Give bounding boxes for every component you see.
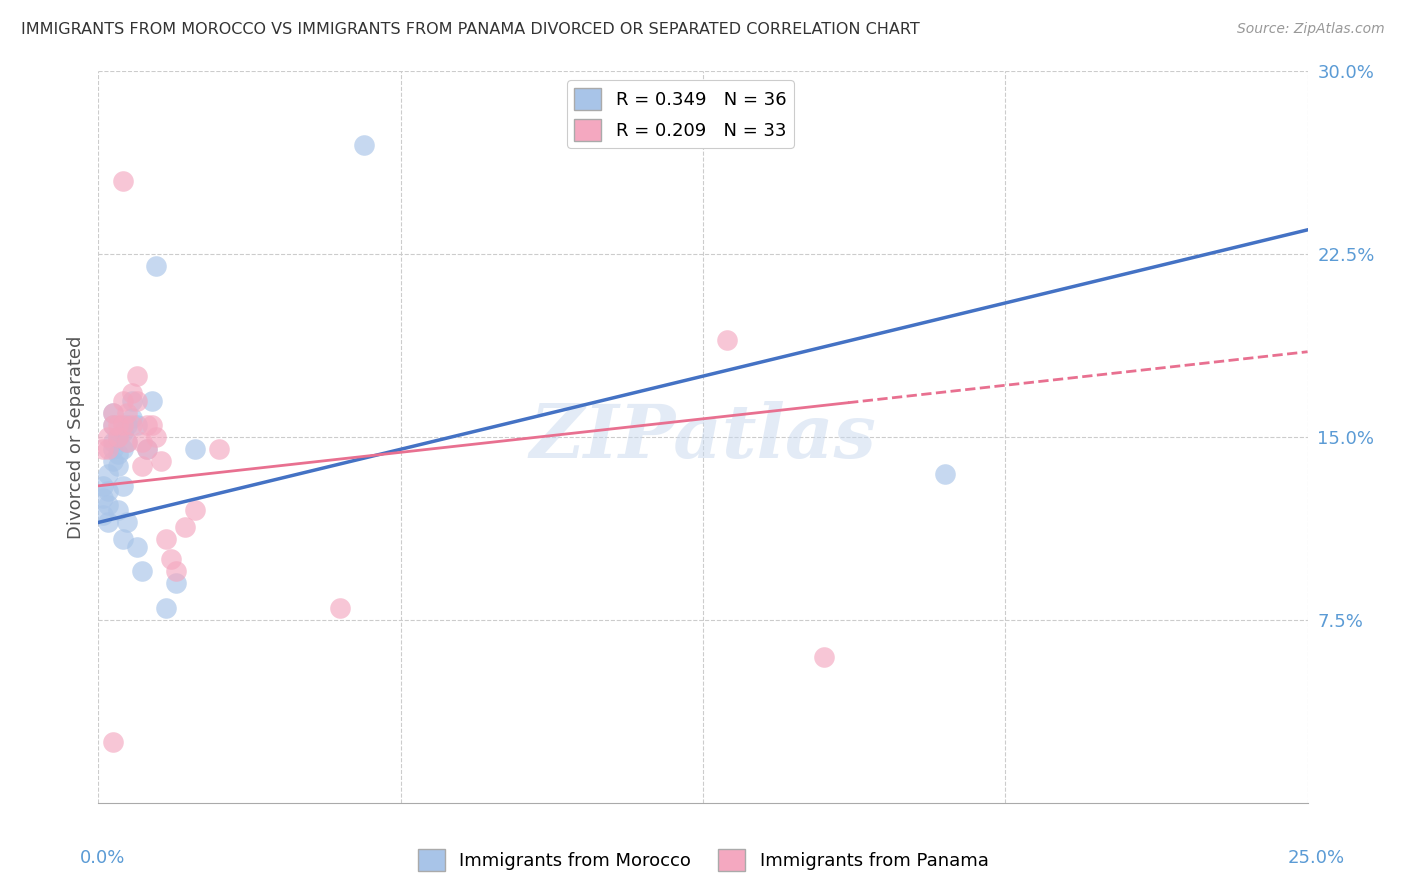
Point [145, 430, 167, 444]
Point [111, 393, 134, 408]
Point [101, 406, 124, 420]
Point [813, 649, 835, 664]
Point [111, 425, 134, 440]
Point [131, 459, 153, 474]
Point [101, 454, 124, 468]
Point [934, 467, 956, 481]
Point [353, 137, 375, 152]
Point [127, 540, 149, 554]
Point [97, 516, 120, 530]
Point [127, 369, 149, 384]
Point [121, 410, 143, 425]
Point [329, 600, 352, 615]
Text: 25.0%: 25.0% [1288, 849, 1344, 867]
Point [117, 434, 139, 449]
Legend: R = 0.349   N = 36, R = 0.209   N = 33: R = 0.349 N = 36, R = 0.209 N = 33 [567, 80, 793, 148]
Point [135, 417, 157, 432]
Point [155, 600, 177, 615]
Point [97, 467, 120, 481]
Text: IMMIGRANTS FROM MOROCCO VS IMMIGRANTS FROM PANAMA DIVORCED OR SEPARATED CORRELAT: IMMIGRANTS FROM MOROCCO VS IMMIGRANTS FR… [21, 22, 920, 37]
Point [91, 491, 114, 505]
Point [121, 393, 143, 408]
Point [131, 564, 153, 578]
Point [135, 442, 157, 457]
Point [150, 454, 173, 468]
Point [101, 434, 124, 449]
Point [111, 174, 134, 188]
Text: Source: ZipAtlas.com: Source: ZipAtlas.com [1237, 22, 1385, 37]
Point [101, 442, 124, 457]
Point [111, 417, 134, 432]
Point [107, 447, 129, 461]
Point [107, 430, 129, 444]
Point [121, 417, 143, 432]
Point [107, 430, 129, 444]
Y-axis label: Divorced or Separated: Divorced or Separated [66, 335, 84, 539]
Point [97, 430, 120, 444]
Point [135, 442, 157, 457]
Point [91, 508, 114, 522]
Point [131, 434, 153, 449]
Point [97, 442, 120, 457]
Point [101, 417, 124, 432]
Point [121, 386, 143, 401]
Point [111, 479, 134, 493]
Point [117, 516, 139, 530]
Text: 0.0%: 0.0% [80, 849, 125, 867]
Point [184, 442, 207, 457]
Point [101, 735, 124, 749]
Legend: Immigrants from Morocco, Immigrants from Panama: Immigrants from Morocco, Immigrants from… [411, 842, 995, 879]
Point [127, 393, 149, 408]
Point [184, 503, 207, 517]
Text: ZIPatlas: ZIPatlas [530, 401, 876, 474]
Point [145, 260, 167, 274]
Point [107, 503, 129, 517]
Point [117, 434, 139, 449]
Point [111, 442, 134, 457]
Point [91, 442, 114, 457]
Point [165, 576, 187, 591]
Point [97, 499, 120, 513]
Point [141, 417, 163, 432]
Point [716, 333, 738, 347]
Point [117, 406, 139, 420]
Point [97, 483, 120, 498]
Point [208, 442, 231, 457]
Point [101, 417, 124, 432]
Point [155, 533, 177, 547]
Point [141, 393, 163, 408]
Point [107, 459, 129, 474]
Point [101, 406, 124, 420]
Point [107, 417, 129, 432]
Point [91, 479, 114, 493]
Point [127, 417, 149, 432]
Point [165, 564, 187, 578]
Point [174, 520, 197, 534]
Point [160, 552, 183, 566]
Point [117, 417, 139, 432]
Point [111, 533, 134, 547]
